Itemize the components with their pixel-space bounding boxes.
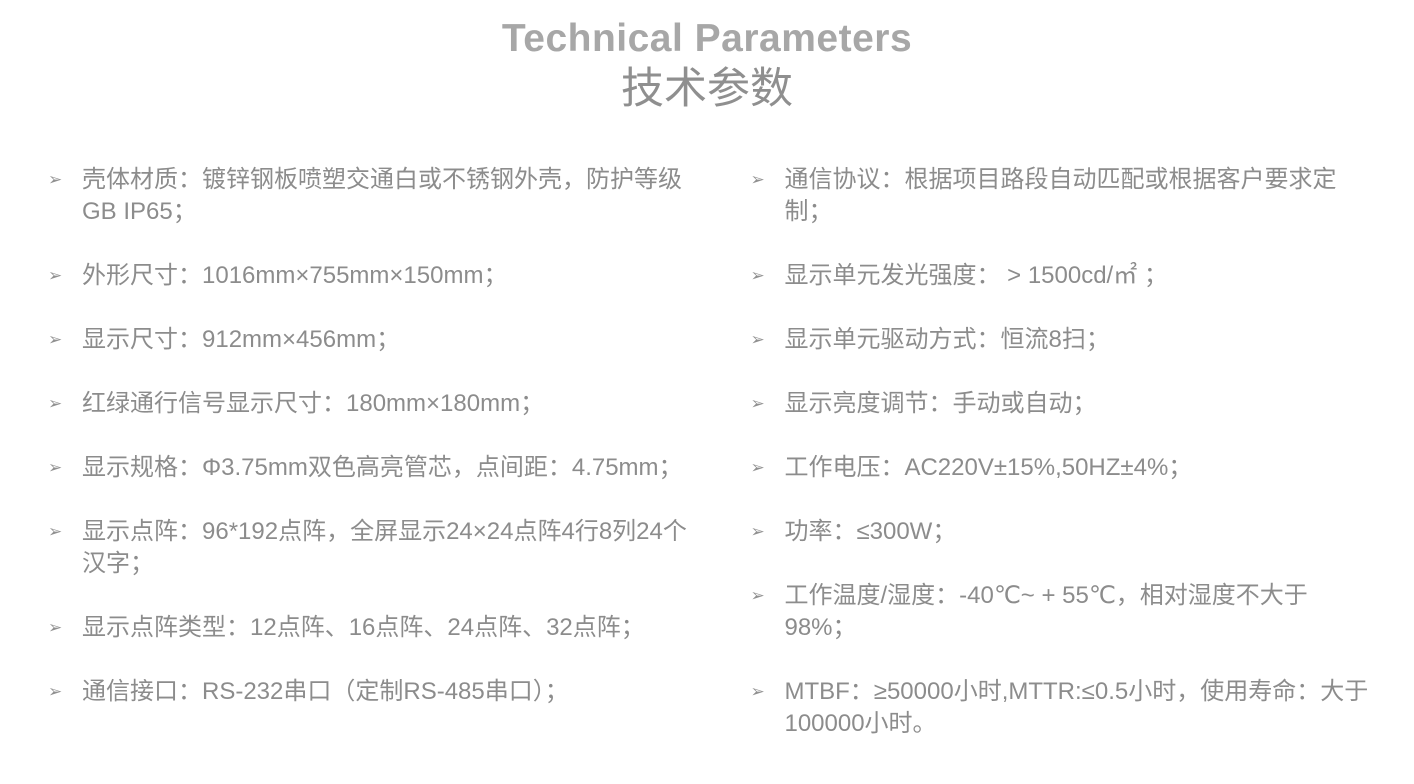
spec-text: 工作温度/湿度：-40℃~ + 55℃，相对湿度不大于98%； (784, 582, 1308, 641)
spec-text: 红绿通行信号显示尺寸：180mm×180mm； (82, 390, 545, 417)
spec-column-right: ➢ 通信协议：根据项目路段自动匹配或根据客户要求定制； ➢ 显示单元发光强度： … (750, 164, 1374, 772)
spec-item-display-size: ➢ 显示尺寸：912mm×456mm； (48, 324, 690, 356)
spec-text: 显示单元驱动方式：恒流8扫； (784, 326, 1110, 353)
spec-column-left: ➢ 壳体材质：镀锌钢板喷塑交通白或不锈钢外壳，防护等级GB IP65； ➢ 外形… (48, 164, 690, 772)
spec-item-dot-matrix: ➢ 显示点阵：96*192点阵，全屏显示24×24点阵4行8列24个汉字； (48, 516, 690, 580)
page-title-chinese: 技术参数 (621, 65, 793, 113)
spec-list-left: ➢ 壳体材质：镀锌钢板喷塑交通白或不锈钢外壳，防护等级GB IP65； ➢ 外形… (48, 164, 690, 708)
spec-item-display-spec: ➢ 显示规格：Φ3.75mm双色高亮管芯，点间距：4.75mm； (48, 452, 690, 484)
arrow-bullet-icon: ➢ (48, 330, 63, 349)
spec-item-signal-display-size: ➢ 红绿通行信号显示尺寸：180mm×180mm； (48, 388, 690, 420)
arrow-bullet-icon: ➢ (750, 586, 765, 605)
arrow-bullet-icon: ➢ (48, 458, 63, 477)
spec-item-temp-humidity: ➢ 工作温度/湿度：-40℃~ + 55℃，相对湿度不大于98%； (750, 580, 1374, 644)
arrow-bullet-icon: ➢ (750, 330, 765, 349)
page-title-english: Technical Parameters (501, 17, 913, 60)
arrow-bullet-icon: ➢ (750, 170, 765, 189)
spec-item-dot-matrix-types: ➢ 显示点阵类型：12点阵、16点阵、24点阵、32点阵； (48, 612, 690, 644)
arrow-bullet-icon: ➢ (48, 394, 63, 413)
spec-item-drive-mode: ➢ 显示单元驱动方式：恒流8扫； (750, 324, 1374, 356)
arrow-bullet-icon: ➢ (750, 394, 765, 413)
spec-item-mtbf-lifetime: ➢ MTBF：≥50000小时,MTTR:≤0.5小时，使用寿命：大于10000… (750, 676, 1374, 740)
spec-list-right: ➢ 通信协议：根据项目路段自动匹配或根据客户要求定制； ➢ 显示单元发光强度： … (750, 164, 1374, 740)
arrow-bullet-icon: ➢ (48, 618, 63, 637)
spec-item-power: ➢ 功率：≤300W； (750, 516, 1374, 548)
arrow-bullet-icon: ➢ (48, 170, 63, 189)
spec-text: 功率：≤300W； (784, 518, 957, 545)
spec-item-brightness-adjust: ➢ 显示亮度调节：手动或自动； (750, 388, 1374, 420)
spec-text: 通信接口：RS-232串口（定制RS-485串口）； (82, 678, 569, 705)
arrow-bullet-icon: ➢ (750, 682, 765, 701)
spec-text: 壳体材质：镀锌钢板喷塑交通白或不锈钢外壳，防护等级GB IP65； (82, 166, 682, 225)
arrow-bullet-icon: ➢ (750, 266, 765, 285)
spec-item-outer-dimensions: ➢ 外形尺寸：1016mm×755mm×150mm； (48, 260, 690, 292)
spec-text: 显示单元发光强度： > 1500cd/㎡ ； (784, 262, 1168, 289)
spec-item-luminous-intensity: ➢ 显示单元发光强度： > 1500cd/㎡ ； (750, 260, 1374, 292)
spec-text: 显示点阵：96*192点阵，全屏显示24×24点阵4行8列24个汉字； (82, 518, 687, 577)
spec-item-comm-interface: ➢ 通信接口：RS-232串口（定制RS-485串口）； (48, 676, 690, 708)
arrow-bullet-icon: ➢ (48, 522, 63, 541)
spec-columns: ➢ 壳体材质：镀锌钢板喷塑交通白或不锈钢外壳，防护等级GB IP65； ➢ 外形… (0, 164, 1414, 772)
arrow-bullet-icon: ➢ (750, 522, 765, 541)
spec-item-working-voltage: ➢ 工作电压：AC220V±15%,50HZ±4%； (750, 452, 1374, 484)
spec-item-comm-protocol: ➢ 通信协议：根据项目路段自动匹配或根据客户要求定制； (750, 164, 1374, 228)
spec-text: 工作电压：AC220V±15%,50HZ±4%； (784, 454, 1193, 481)
spec-text: 显示规格：Φ3.75mm双色高亮管芯，点间距：4.75mm； (82, 454, 683, 481)
page-header: Technical Parameters 技术参数 (0, 0, 1414, 114)
spec-text: 外形尺寸：1016mm×755mm×150mm； (82, 262, 508, 289)
arrow-bullet-icon: ➢ (48, 266, 63, 285)
spec-text: 显示点阵类型：12点阵、16点阵、24点阵、32点阵； (82, 614, 645, 641)
spec-text: 显示尺寸：912mm×456mm； (82, 326, 401, 353)
spec-text: 显示亮度调节：手动或自动； (784, 390, 1097, 417)
arrow-bullet-icon: ➢ (48, 682, 63, 701)
spec-text: MTBF：≥50000小时,MTTR:≤0.5小时，使用寿命：大于100000小… (784, 678, 1369, 737)
spec-item-housing-material: ➢ 壳体材质：镀锌钢板喷塑交通白或不锈钢外壳，防护等级GB IP65； (48, 164, 690, 228)
arrow-bullet-icon: ➢ (750, 458, 765, 477)
spec-text: 通信协议：根据项目路段自动匹配或根据客户要求定制； (784, 166, 1337, 225)
